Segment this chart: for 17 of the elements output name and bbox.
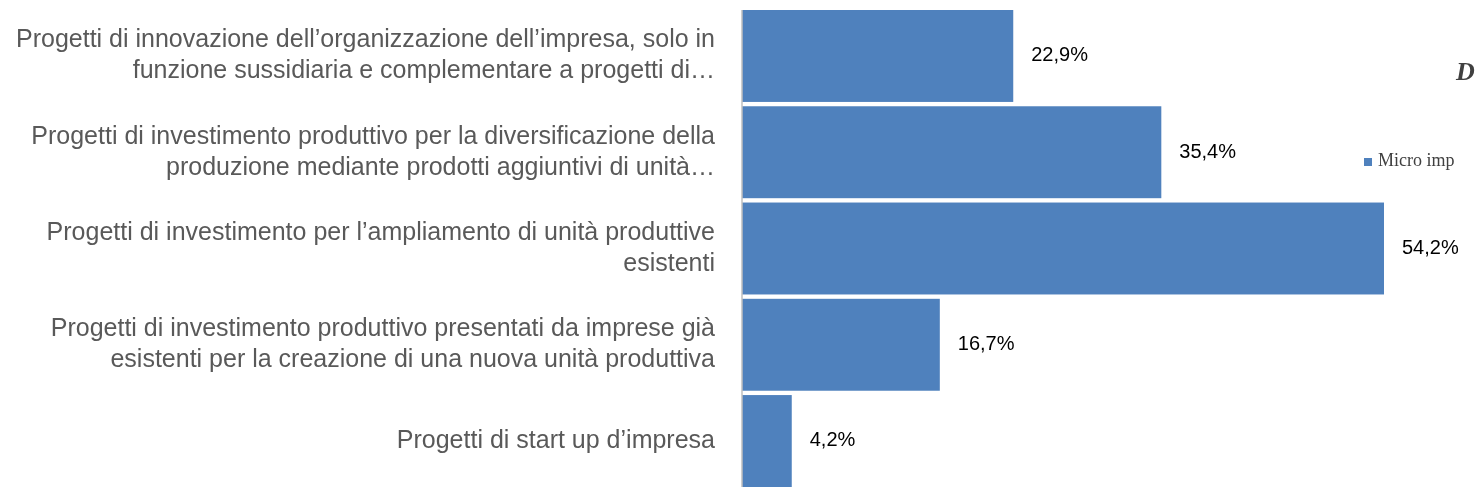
bar [742, 10, 1014, 102]
y-tick-label: Progetti di investimento produttivo per la diversificazione della produzione mediante prodotti aggiuntivi di unità… [31, 120, 716, 180]
legend-label: Micro imp [1378, 150, 1455, 171]
bar [742, 395, 792, 487]
y-tick-label: Progetti di investimento per l’ampliamento di unità produttive esistenti [46, 216, 715, 276]
y-tick-label: Progetti di innovazione dell’organizzazione dell’impresa, solo in funzione sussidiaria e complementare a progetti di… [15, 24, 715, 84]
bar [742, 106, 1162, 199]
y-tick-label: Progetti di investimento produttivo presentati da imprese già esistenti per la creazione di una nuova unità produttiva [50, 312, 716, 372]
bar [742, 202, 1384, 295]
data-label: 16,7% [957, 332, 1015, 355]
text: D [1455, 57, 1475, 86]
y-tick-label: Progetti di start up d’impresa [396, 424, 716, 453]
data-label: 35,4% [1179, 139, 1237, 162]
data-label: 4,2% [809, 428, 856, 451]
data-label: 54,2% [1402, 235, 1459, 258]
data-label: 22,9% [1031, 43, 1089, 66]
bar [742, 298, 940, 391]
